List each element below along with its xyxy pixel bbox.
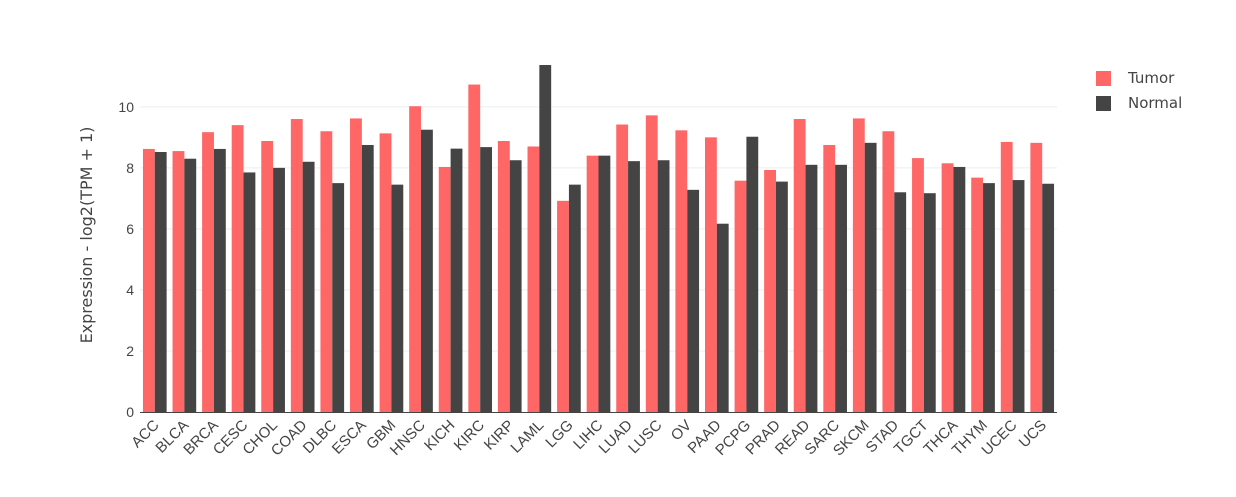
bar-normal-paad[interactable] xyxy=(716,223,729,412)
x-tick-label: UCS xyxy=(1016,417,1050,451)
y-tick-label: 2 xyxy=(126,343,134,359)
bar-tumor-ucec[interactable] xyxy=(1000,141,1013,412)
bar-tumor-lgg[interactable] xyxy=(557,200,569,412)
bar-tumor-gbm[interactable] xyxy=(379,133,392,413)
bar-tumor-thca[interactable] xyxy=(941,163,954,412)
bar-tumor-stad[interactable] xyxy=(882,131,895,412)
bar-tumor-read[interactable] xyxy=(793,119,806,412)
bar-normal-prad[interactable] xyxy=(775,181,788,412)
bar-normal-gbm[interactable] xyxy=(391,184,404,412)
legend-label-tumor[interactable]: Tumor xyxy=(1127,69,1175,87)
bar-tumor-esca[interactable] xyxy=(350,118,362,413)
legend[interactable]: Tumor Normal xyxy=(1096,69,1182,112)
bar-normal-sarc[interactable] xyxy=(835,164,847,412)
x-tick-label: LGG xyxy=(542,417,576,451)
bar-tumor-laml[interactable] xyxy=(527,146,540,413)
bar-normal-skcm[interactable] xyxy=(864,142,877,412)
y-tick-labels: 0 2 4 6 8 10 xyxy=(118,99,134,420)
bar-normal-hnsc[interactable] xyxy=(421,129,433,412)
bar-tumor-acc[interactable] xyxy=(142,148,155,412)
bar-normal-dlbc[interactable] xyxy=(332,183,345,412)
x-tick-label: LUSC xyxy=(625,417,665,457)
bar-tumor-cesc[interactable] xyxy=(231,125,244,412)
bar-tumor-kich[interactable] xyxy=(438,166,451,412)
bar-normal-laml[interactable] xyxy=(539,65,552,412)
bar-normal-kirc[interactable] xyxy=(480,147,493,412)
bar-normal-acc[interactable] xyxy=(154,151,167,412)
bar-tumor-coad[interactable] xyxy=(290,119,303,412)
legend-label-normal[interactable]: Normal xyxy=(1128,94,1182,112)
bar-tumor-brca[interactable] xyxy=(202,132,214,412)
y-tick-label: 10 xyxy=(118,99,134,115)
bar-tumor-prad[interactable] xyxy=(764,169,776,412)
bar-tumor-lihc[interactable] xyxy=(586,155,599,413)
bar-tumor-tgct[interactable] xyxy=(912,158,924,412)
bar-normal-tgct[interactable] xyxy=(923,193,936,412)
bar-normal-ucs[interactable] xyxy=(1042,183,1055,412)
bar-tumor-ov[interactable] xyxy=(675,130,688,412)
bar-normal-luad[interactable] xyxy=(628,161,640,412)
bar-tumor-blca[interactable] xyxy=(172,151,185,413)
bar-normal-lgg[interactable] xyxy=(568,184,581,412)
x-tick-label: ESCA xyxy=(329,417,370,458)
bar-normal-cesc[interactable] xyxy=(243,172,256,412)
y-tick-label: 4 xyxy=(126,282,134,298)
bars xyxy=(142,65,1055,413)
bar-normal-ucec[interactable] xyxy=(1012,180,1025,412)
bar-normal-coad[interactable] xyxy=(302,161,315,412)
bar-tumor-ucs[interactable] xyxy=(1030,142,1043,412)
bar-tumor-hnsc[interactable] xyxy=(409,106,422,413)
bar-tumor-paad[interactable] xyxy=(704,137,717,412)
x-tick-label: KIRC xyxy=(451,417,488,454)
bar-tumor-kirc[interactable] xyxy=(468,84,481,413)
bar-tumor-lusc[interactable] xyxy=(645,115,658,413)
bar-tumor-chol[interactable] xyxy=(261,141,274,412)
legend-swatch-normal[interactable] xyxy=(1096,96,1111,111)
x-tick-label: LAML xyxy=(507,417,547,457)
bar-normal-thca[interactable] xyxy=(953,166,966,412)
bar-tumor-sarc[interactable] xyxy=(823,144,836,413)
bar-tumor-dlbc[interactable] xyxy=(320,131,333,412)
bar-normal-blca[interactable] xyxy=(184,158,197,412)
y-tick-label: 0 xyxy=(126,404,134,420)
bar-normal-lihc[interactable] xyxy=(598,155,611,413)
x-tick-label: KICH xyxy=(421,417,458,454)
bar-normal-read[interactable] xyxy=(805,164,818,412)
bar-normal-thym[interactable] xyxy=(983,183,995,412)
bar-tumor-pcpg[interactable] xyxy=(734,180,747,412)
bar-normal-lusc[interactable] xyxy=(657,160,670,412)
bar-normal-esca[interactable] xyxy=(361,144,374,413)
bar-normal-ov[interactable] xyxy=(687,189,700,412)
bar-tumor-kirp[interactable] xyxy=(497,141,510,412)
bar-tumor-skcm[interactable] xyxy=(852,118,865,413)
bar-normal-kirp[interactable] xyxy=(509,160,522,412)
bar-normal-kich[interactable] xyxy=(450,148,463,412)
x-tick-labels: ACCBLCABRCACESCCHOLCOADDLBCESCAGBMHNSCKI… xyxy=(128,417,1050,460)
bar-normal-brca[interactable] xyxy=(213,148,226,412)
legend-swatch-tumor[interactable] xyxy=(1096,71,1111,86)
bar-tumor-luad[interactable] xyxy=(616,124,629,412)
y-axis-title: Expression - log2(TPM + 1) xyxy=(77,127,96,344)
bar-normal-stad[interactable] xyxy=(894,192,907,412)
bar-normal-pcpg[interactable] xyxy=(746,136,759,412)
y-tick-label: 6 xyxy=(126,221,134,237)
bar-normal-chol[interactable] xyxy=(273,167,285,412)
bar-tumor-thym[interactable] xyxy=(971,177,984,412)
y-tick-label: 8 xyxy=(126,160,134,176)
